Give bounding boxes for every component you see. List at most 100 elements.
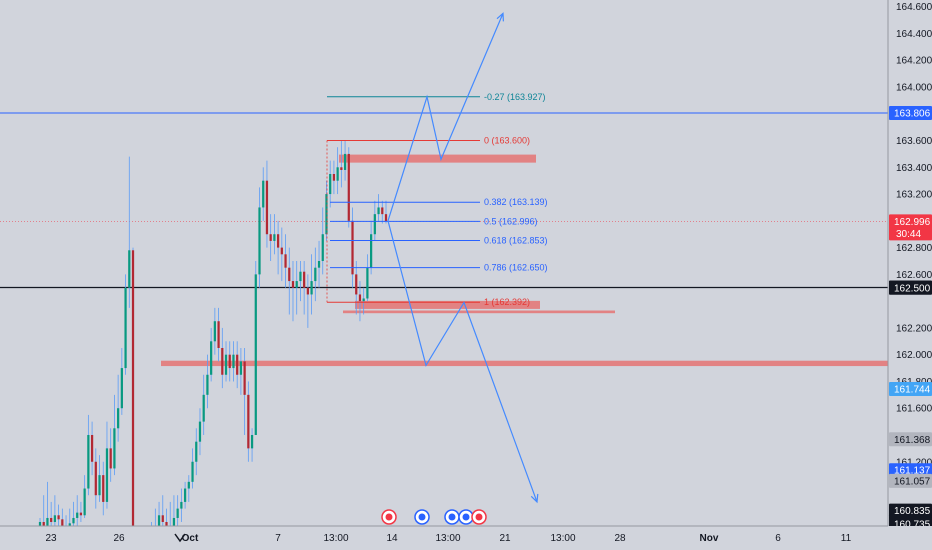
event-icon[interactable] <box>458 509 474 525</box>
candle-body <box>384 214 388 222</box>
candle <box>53 495 56 529</box>
candle-body <box>236 354 239 375</box>
candle <box>90 421 94 476</box>
x-tick-label: Nov <box>700 533 719 544</box>
candle-body <box>172 517 176 529</box>
candle-body <box>202 394 205 422</box>
chevron-down-icon[interactable] <box>174 533 186 543</box>
x-tick-label: 28 <box>614 533 626 544</box>
supply-demand-zone[interactable] <box>343 310 615 314</box>
candle <box>355 260 358 315</box>
candle <box>180 488 183 522</box>
event-marker-dot <box>462 513 470 521</box>
event-icon[interactable] <box>414 509 430 525</box>
candle-body <box>198 421 202 442</box>
candle <box>247 381 250 462</box>
x-tick-label: 7 <box>275 533 281 544</box>
price-axis-background <box>888 0 932 526</box>
candle <box>288 247 291 315</box>
price-label: 162.996 <box>894 217 931 228</box>
candle-body <box>210 341 213 375</box>
countdown-label: 30:44 <box>896 229 921 240</box>
x-tick-label: 13:00 <box>323 533 348 544</box>
supply-demand-zone[interactable] <box>339 154 536 163</box>
candle <box>98 455 101 502</box>
candle <box>351 207 354 288</box>
candle <box>210 327 213 382</box>
supply-demand-zone[interactable] <box>161 360 888 367</box>
candle-body <box>381 207 384 215</box>
candle <box>366 254 369 302</box>
candle-body <box>362 298 365 302</box>
candle-body <box>105 448 109 502</box>
candle-body <box>224 354 228 375</box>
candle-body <box>325 194 328 235</box>
candle <box>198 408 202 456</box>
candle-body <box>102 475 105 502</box>
candle <box>239 347 243 395</box>
event-icon[interactable] <box>444 509 460 525</box>
candle <box>314 247 317 302</box>
candle-body <box>370 234 373 268</box>
x-tick-label: 13:00 <box>435 533 460 544</box>
arrow-head-icon <box>530 493 539 504</box>
x-tick-label: 14 <box>386 533 398 544</box>
candle <box>213 307 216 355</box>
plot-area[interactable]: -0.27 (163.927) 0 (163.600) 0.382 (163.139… <box>0 0 888 550</box>
candle <box>250 428 254 462</box>
candle <box>347 147 350 228</box>
candle <box>221 327 224 389</box>
candle-body <box>332 173 336 181</box>
candle <box>176 495 179 529</box>
event-marker-dot <box>448 513 456 521</box>
candle-body <box>206 374 209 395</box>
flash-icon[interactable] <box>381 509 397 525</box>
candle-body <box>239 361 243 375</box>
y-tick-label: 164.600 <box>896 2 932 13</box>
candle <box>109 428 112 482</box>
candle-body <box>46 517 49 526</box>
candle-body <box>90 434 94 462</box>
event-marker-dot <box>418 513 426 521</box>
candle <box>332 160 336 195</box>
price-axis[interactable]: 164.600 164.400 164.200 164.000 163.600 163.4… <box>887 0 932 550</box>
candle <box>224 341 228 382</box>
plot-background <box>0 0 888 526</box>
candle-body <box>165 521 168 526</box>
candle <box>228 341 231 382</box>
time-axis-background <box>0 526 932 550</box>
candle <box>377 194 380 221</box>
bullish-projection-path[interactable] <box>387 13 504 222</box>
candle <box>276 220 280 275</box>
candle <box>87 414 90 496</box>
candle <box>258 187 261 288</box>
candle <box>321 207 324 275</box>
x-tick-label: 26 <box>113 533 125 544</box>
candle-body <box>42 521 45 526</box>
candle <box>83 475 86 518</box>
event-markers[interactable] <box>381 509 487 525</box>
candle <box>105 421 109 509</box>
event-icon[interactable] <box>471 509 487 525</box>
candle <box>183 481 187 509</box>
candle <box>102 461 105 516</box>
candle-body <box>250 434 254 449</box>
candles <box>38 140 388 550</box>
time-axis[interactable]: 23 26 Oct 7 13:00 14 13:00 21 13:00 28 Nov 6 11 <box>0 525 932 550</box>
y-tick-label: 162.800 <box>896 243 932 254</box>
candle-body <box>284 254 287 268</box>
candle-body <box>262 180 265 208</box>
bearish-projection-path[interactable] <box>387 220 538 503</box>
supply-demand-zone[interactable] <box>355 300 540 309</box>
candle <box>373 200 376 241</box>
fib-level-label: 0.5 (162.996) <box>484 216 538 226</box>
fib-level-label: 0.618 (162.853) <box>484 236 548 246</box>
candle-body <box>314 267 317 282</box>
x-tick-label: Oct <box>182 533 199 544</box>
candle <box>202 374 205 435</box>
y-tick-label: 164.200 <box>896 56 932 67</box>
candle <box>317 240 321 288</box>
price-label: 161.057 <box>894 476 931 487</box>
